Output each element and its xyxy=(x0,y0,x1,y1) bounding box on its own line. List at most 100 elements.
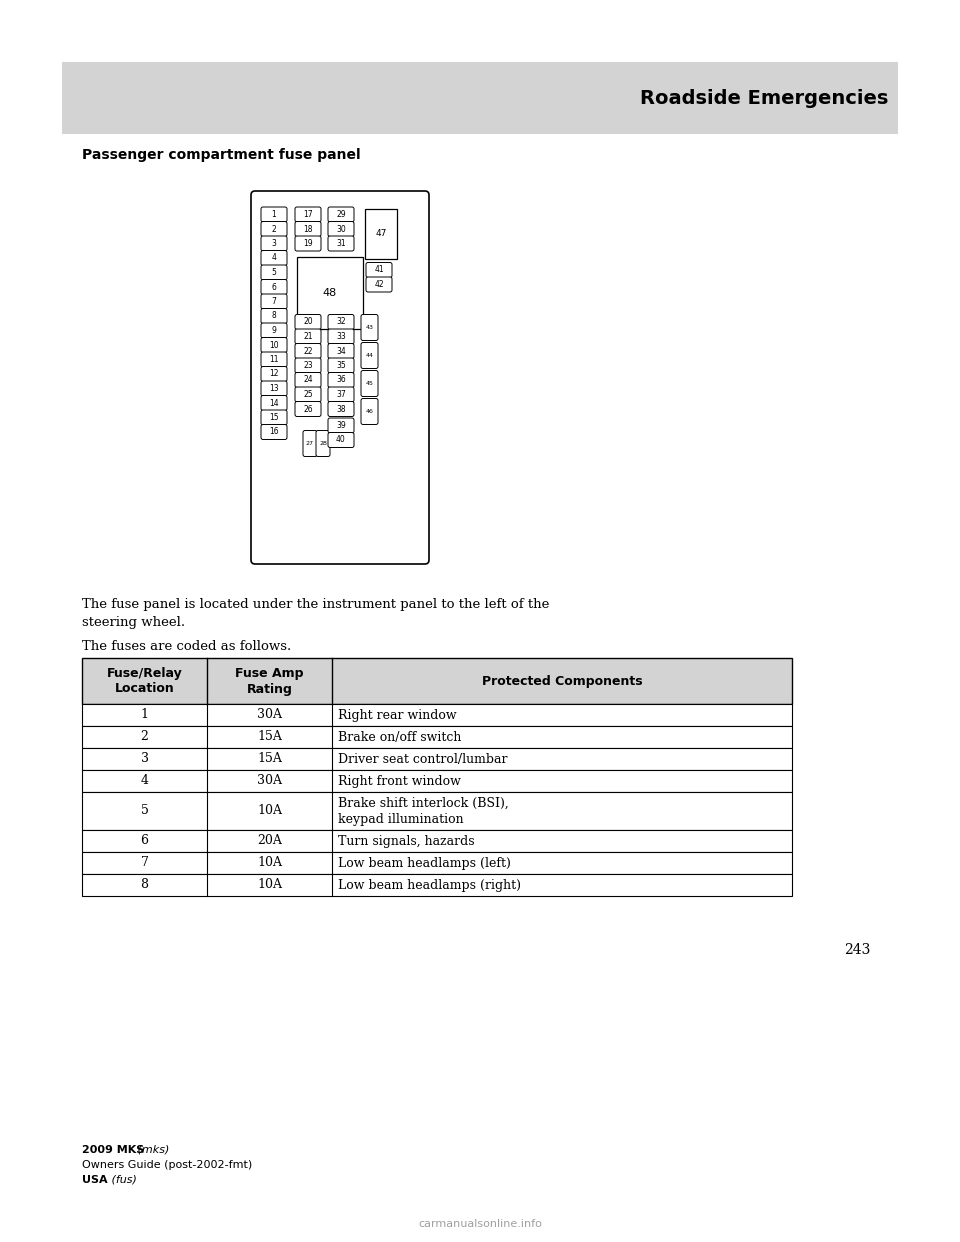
Text: 28: 28 xyxy=(319,441,327,446)
Text: 18: 18 xyxy=(303,225,313,233)
Text: Brake shift interlock (BSI),: Brake shift interlock (BSI), xyxy=(338,796,509,810)
Text: 22: 22 xyxy=(303,347,313,355)
Text: 12: 12 xyxy=(269,370,278,379)
Text: 30: 30 xyxy=(336,225,346,233)
FancyBboxPatch shape xyxy=(261,381,287,396)
FancyBboxPatch shape xyxy=(295,388,321,402)
Text: 1: 1 xyxy=(272,210,276,219)
FancyBboxPatch shape xyxy=(261,323,287,338)
Text: Brake on/off switch: Brake on/off switch xyxy=(338,730,462,744)
FancyBboxPatch shape xyxy=(261,395,287,411)
Text: 35: 35 xyxy=(336,361,346,370)
FancyBboxPatch shape xyxy=(328,221,354,236)
Text: 43: 43 xyxy=(366,325,373,330)
FancyBboxPatch shape xyxy=(295,221,321,236)
FancyBboxPatch shape xyxy=(261,221,287,236)
FancyBboxPatch shape xyxy=(328,388,354,402)
Text: 20A: 20A xyxy=(257,835,282,847)
FancyBboxPatch shape xyxy=(295,207,321,222)
FancyBboxPatch shape xyxy=(361,343,378,369)
FancyBboxPatch shape xyxy=(361,370,378,396)
Text: 2: 2 xyxy=(272,225,276,233)
Text: Driver seat control/lumbar: Driver seat control/lumbar xyxy=(338,753,508,765)
FancyBboxPatch shape xyxy=(295,236,321,251)
Text: 15A: 15A xyxy=(257,753,282,765)
Text: Owners Guide (post-2002-fmt): Owners Guide (post-2002-fmt) xyxy=(82,1160,252,1170)
Bar xyxy=(82,748,792,770)
Text: 5: 5 xyxy=(140,805,149,817)
Text: 9: 9 xyxy=(272,325,276,335)
Text: Right rear window: Right rear window xyxy=(338,708,457,722)
Text: 10A: 10A xyxy=(257,878,282,892)
Text: The fuses are coded as follows.: The fuses are coded as follows. xyxy=(82,640,291,653)
Text: 8: 8 xyxy=(272,312,276,320)
Bar xyxy=(82,852,792,874)
Text: 27: 27 xyxy=(306,441,314,446)
Text: 39: 39 xyxy=(336,421,346,430)
Text: keypad illumination: keypad illumination xyxy=(338,812,464,826)
Text: 19: 19 xyxy=(303,238,313,248)
FancyBboxPatch shape xyxy=(328,419,354,433)
Text: 37: 37 xyxy=(336,390,346,399)
Text: 3: 3 xyxy=(140,753,149,765)
Text: 11: 11 xyxy=(269,355,278,364)
Text: 7: 7 xyxy=(140,857,149,869)
Text: 21: 21 xyxy=(303,332,313,342)
Text: 24: 24 xyxy=(303,375,313,385)
FancyBboxPatch shape xyxy=(328,401,354,416)
Bar xyxy=(365,209,397,260)
FancyBboxPatch shape xyxy=(361,314,378,340)
FancyBboxPatch shape xyxy=(295,314,321,329)
Text: 29: 29 xyxy=(336,210,346,219)
Text: 7: 7 xyxy=(272,297,276,306)
Text: 2: 2 xyxy=(140,730,149,744)
Text: Low beam headlamps (right): Low beam headlamps (right) xyxy=(338,878,521,892)
Text: 30A: 30A xyxy=(257,775,282,787)
FancyBboxPatch shape xyxy=(295,401,321,416)
FancyBboxPatch shape xyxy=(261,425,287,440)
FancyBboxPatch shape xyxy=(328,207,354,222)
Text: 42: 42 xyxy=(374,279,384,289)
Text: 10: 10 xyxy=(269,340,278,349)
FancyBboxPatch shape xyxy=(295,329,321,344)
Text: 45: 45 xyxy=(366,381,373,386)
FancyBboxPatch shape xyxy=(328,358,354,373)
Text: Turn signals, hazards: Turn signals, hazards xyxy=(338,835,474,847)
FancyBboxPatch shape xyxy=(261,410,287,425)
Text: Fuse/Relay
Location: Fuse/Relay Location xyxy=(107,667,182,696)
FancyBboxPatch shape xyxy=(295,344,321,359)
FancyBboxPatch shape xyxy=(328,373,354,388)
FancyBboxPatch shape xyxy=(261,366,287,381)
FancyBboxPatch shape xyxy=(261,279,287,294)
FancyBboxPatch shape xyxy=(251,191,429,564)
FancyBboxPatch shape xyxy=(295,358,321,373)
Text: carmanualsonline.info: carmanualsonline.info xyxy=(418,1218,542,1230)
FancyBboxPatch shape xyxy=(261,308,287,323)
Text: 5: 5 xyxy=(272,268,276,277)
Bar xyxy=(82,658,792,704)
FancyBboxPatch shape xyxy=(261,251,287,266)
Text: USA: USA xyxy=(82,1175,108,1185)
Text: 47: 47 xyxy=(375,230,387,238)
FancyBboxPatch shape xyxy=(328,314,354,329)
Text: 44: 44 xyxy=(366,353,373,358)
Text: Protected Components: Protected Components xyxy=(482,674,642,688)
Text: 23: 23 xyxy=(303,361,313,370)
Text: Right front window: Right front window xyxy=(338,775,461,787)
Text: Roadside Emergencies: Roadside Emergencies xyxy=(639,88,888,108)
Text: 31: 31 xyxy=(336,238,346,248)
Text: 40: 40 xyxy=(336,436,346,445)
Bar xyxy=(62,62,898,134)
Text: 26: 26 xyxy=(303,405,313,414)
Text: (mks): (mks) xyxy=(134,1145,169,1155)
Text: 25: 25 xyxy=(303,390,313,399)
FancyBboxPatch shape xyxy=(295,373,321,388)
Text: 17: 17 xyxy=(303,210,313,219)
Bar xyxy=(82,727,792,748)
Text: 38: 38 xyxy=(336,405,346,414)
Text: 2009 MKS: 2009 MKS xyxy=(82,1145,144,1155)
Text: 48: 48 xyxy=(323,287,337,298)
Text: Low beam headlamps (left): Low beam headlamps (left) xyxy=(338,857,511,869)
Bar xyxy=(82,830,792,852)
FancyBboxPatch shape xyxy=(316,431,330,457)
